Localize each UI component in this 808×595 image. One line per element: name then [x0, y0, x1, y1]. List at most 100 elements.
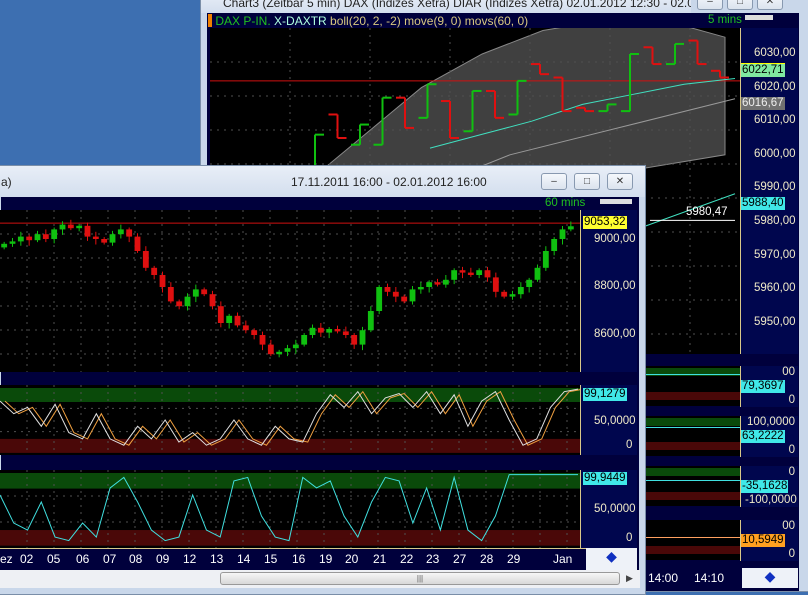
back-axis-label: 6020,00: [754, 80, 796, 93]
front-date-axis: [0, 548, 586, 570]
candle-body: [534, 267, 541, 280]
date-label: 07: [103, 552, 117, 566]
front-last-price-tag: 9053,32: [583, 216, 627, 229]
front-window-range: 17.11.2011 16:00 - 02.01.2012 16:00: [291, 175, 487, 189]
candle-body: [567, 226, 574, 230]
stochastic-panel-2: [0, 470, 580, 548]
indicator-top-label: 00: [782, 520, 795, 532]
stoch1-mid-label: 50,0000: [594, 415, 636, 427]
indicator-bottom-label: 0: [788, 444, 795, 456]
date-label: 02: [20, 552, 34, 566]
candle-body: [251, 330, 258, 335]
candle-body: [259, 335, 266, 345]
candle-body: [442, 279, 449, 285]
candle-body: [59, 224, 66, 230]
date-label: 16: [292, 552, 306, 566]
candle-body: [559, 229, 566, 239]
date-label: 29: [507, 552, 521, 566]
indicator-top-label: 0: [788, 466, 795, 478]
candle-body: [226, 315, 233, 323]
candle-body: [476, 270, 483, 275]
candle-body: [517, 287, 524, 295]
date-label: 12: [183, 552, 197, 566]
scroll-right-arrow-icon[interactable]: ▶: [626, 573, 633, 583]
back-indicator-panel: [646, 366, 740, 406]
back-pin-icon[interactable]: ◆: [742, 568, 798, 588]
back-line-label: 5980,47: [686, 206, 728, 218]
back-movs-tag: 5988,40: [741, 197, 785, 210]
back-minimize-button[interactable]: –: [697, 0, 723, 10]
indicator-top-label: 100,0000: [747, 416, 795, 428]
back-window-title: Chart3 (Zeitbar 5 min) DAX (Indizes Xetr…: [223, 0, 691, 10]
indicator-bottom-label: 0: [788, 548, 795, 560]
candle-body: [192, 289, 199, 297]
front-scrollbar[interactable]: ||| ▶: [0, 570, 640, 588]
back-time-label: 14:10: [694, 571, 725, 585]
stochastic-panel-1: [0, 385, 580, 455]
legend-symbol2: X-DAXTR: [274, 14, 327, 28]
candle-body: [176, 301, 183, 307]
candle-body: [409, 289, 416, 302]
candle-body: [334, 329, 341, 332]
front-minimize-button[interactable]: –: [541, 173, 567, 190]
back-axis-label: 5980,00: [754, 215, 796, 227]
date-label: 28: [480, 552, 494, 566]
front-axis-label: 8800,00: [594, 280, 636, 292]
date-label: ez: [0, 552, 13, 566]
candle-body: [92, 236, 99, 239]
front-interval: 60 mins: [545, 197, 586, 209]
date-label: 14: [237, 552, 251, 566]
candle-body: [301, 335, 308, 345]
candle-body: [367, 311, 374, 331]
candle-body: [142, 251, 149, 268]
front-maximize-button[interactable]: □: [574, 173, 600, 190]
front-collapse-handle[interactable]: [600, 199, 632, 204]
candle-body: [459, 270, 466, 273]
front-close-button[interactable]: ✕: [607, 173, 633, 190]
candle-body: [26, 236, 33, 241]
back-legend: DAX P-IN. X-DAXTR boll(20, 2, -2) move(9…: [208, 14, 528, 28]
front-pin-icon[interactable]: ◆: [586, 548, 637, 570]
front-axis-label: 8600,00: [594, 328, 636, 340]
back-time-label: 14:00: [648, 571, 679, 585]
candle-body: [76, 225, 83, 229]
legend-marker: [208, 14, 212, 27]
candle-body: [117, 229, 124, 235]
candle-body: [34, 234, 41, 241]
candle-body: [526, 279, 533, 287]
date-label: 21: [373, 552, 387, 566]
candle-body: [292, 344, 299, 349]
candle-body: [359, 330, 366, 345]
date-label: 08: [129, 552, 143, 566]
back-window-titlebar[interactable]: Chart3 (Zeitbar 5 min) DAX (Indizes Xetr…: [201, 0, 691, 13]
candle-body: [17, 236, 24, 242]
scrollbar-thumb[interactable]: |||: [220, 572, 620, 585]
front-price-chart: [0, 210, 580, 372]
back-last-price-tag: 6022,71: [741, 63, 785, 77]
date-label: Jan: [553, 552, 573, 566]
date-label: 05: [47, 552, 61, 566]
front-window-titlebar[interactable]: a) 17.11.2011 16:00 - 02.01.2012 16:00: [0, 166, 535, 197]
candle-body: [51, 229, 58, 239]
back-maximize-button[interactable]: □: [727, 0, 753, 10]
candle-body: [67, 224, 74, 229]
back-axis-label: 6030,00: [754, 47, 796, 59]
candle-body: [234, 315, 241, 326]
back-ma-tag: 6016,67: [741, 97, 785, 110]
legend-move: move(9, 0): [404, 14, 462, 28]
candle-body: [376, 287, 383, 311]
indicator-bottom-label: 0: [788, 394, 795, 406]
front-axis-label: 9000,00: [594, 233, 636, 245]
candle-body: [151, 267, 158, 275]
moving-average-line: [429, 77, 736, 149]
back-axis-label: 6010,00: [754, 114, 796, 127]
back-close-button[interactable]: ✕: [757, 0, 783, 10]
candle-body: [109, 234, 116, 243]
date-label: 20: [345, 552, 359, 566]
back-collapse-handle[interactable]: [745, 15, 773, 20]
back-indicator-panel: [646, 466, 740, 506]
date-label: 13: [210, 552, 224, 566]
candle-body: [159, 275, 166, 287]
candle-body: [134, 236, 141, 251]
candle-body: [417, 287, 424, 290]
